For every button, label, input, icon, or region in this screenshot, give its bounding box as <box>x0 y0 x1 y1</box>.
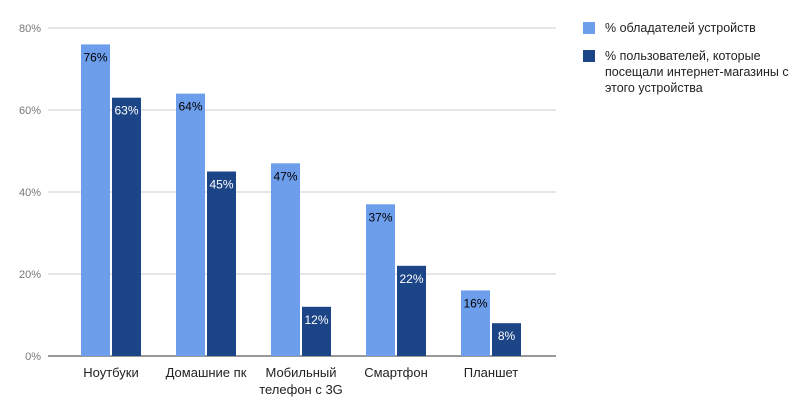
data-label: 76% <box>83 50 107 64</box>
x-tick-label: Домашние пк <box>166 365 247 380</box>
legend-label-owners: % обладателей устройств <box>605 21 756 35</box>
chart-legend: % обладателей устройств % пользователей,… <box>583 20 798 108</box>
data-label: 16% <box>463 296 487 310</box>
bar-series-2 <box>207 171 236 356</box>
bar-series-2 <box>112 97 141 356</box>
bar-series-1 <box>81 44 110 357</box>
legend-item-shoppers: % пользователей, которые посещали интерн… <box>583 48 798 96</box>
x-tick-label: Ноутбуки <box>83 365 139 380</box>
y-tick-label: 0% <box>25 351 41 363</box>
y-tick-label: 80% <box>19 23 41 35</box>
data-label: 64% <box>178 100 202 114</box>
bar-series-2 <box>397 265 426 356</box>
x-tick-label: телефон с 3G <box>259 382 343 397</box>
bar-series-1 <box>271 163 300 356</box>
data-label: 12% <box>304 313 328 327</box>
y-tick-label: 20% <box>19 269 41 281</box>
data-label: 47% <box>273 169 297 183</box>
bar-series-1 <box>176 93 205 356</box>
legend-item-owners: % обладателей устройств <box>583 20 798 36</box>
y-tick-label: 60% <box>19 105 41 117</box>
data-label: 37% <box>368 210 392 224</box>
data-label: 22% <box>399 272 423 286</box>
data-label: 8% <box>498 329 516 343</box>
data-label: 63% <box>114 104 138 118</box>
x-tick-label: Смартфон <box>364 365 428 380</box>
x-tick-label: Мобильный <box>265 365 336 380</box>
legend-swatch-shoppers <box>583 50 595 62</box>
bar-series-2 <box>492 323 521 356</box>
legend-swatch-owners <box>583 22 595 34</box>
bar-series-2 <box>302 306 331 356</box>
y-tick-label: 40% <box>19 187 41 199</box>
bar-series-1 <box>366 204 395 356</box>
bar-series-1 <box>461 290 490 356</box>
legend-label-shoppers: % пользователей, которые посещали интерн… <box>605 49 789 95</box>
x-tick-label: Планшет <box>464 365 519 380</box>
data-label: 45% <box>209 178 233 192</box>
